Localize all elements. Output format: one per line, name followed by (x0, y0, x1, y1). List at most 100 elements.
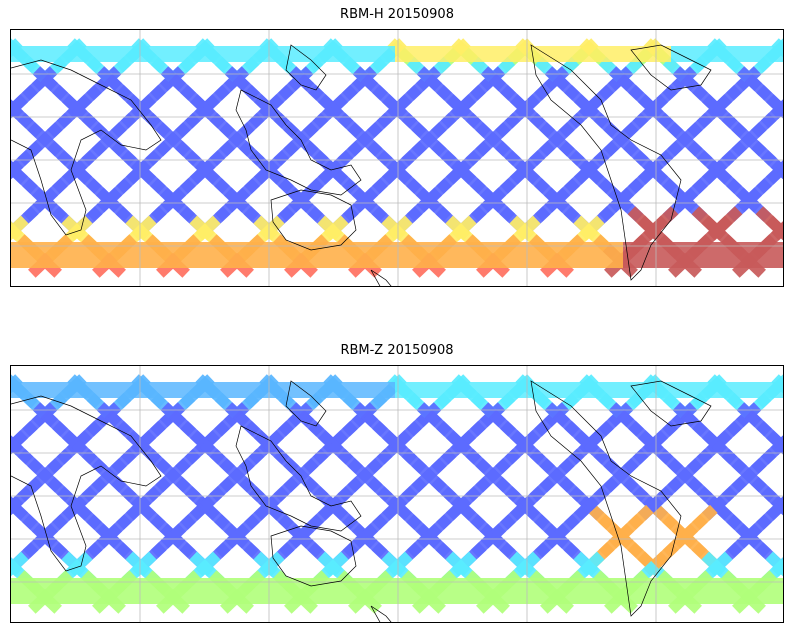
south-band-cell (635, 578, 647, 604)
north-band-cell (755, 46, 767, 62)
south-band-cell (95, 242, 107, 268)
north-band-cell (515, 46, 527, 62)
north-band-cell (251, 46, 263, 62)
north-band-cell (227, 46, 239, 62)
south-band-cell (203, 578, 215, 604)
south-band-cell (251, 242, 263, 268)
north-band-cell (275, 382, 287, 398)
north-band-cell (431, 46, 443, 62)
south-band-cell (515, 242, 527, 268)
north-band-cell (299, 46, 311, 62)
north-band-cell (779, 46, 783, 62)
coastline (370, 269, 392, 286)
south-band-cell (323, 578, 335, 604)
north-band-cell (119, 46, 131, 62)
north-band-cell (155, 382, 167, 398)
north-band-cell (311, 382, 323, 398)
north-band-cell (371, 46, 383, 62)
north-band-cell (467, 46, 479, 62)
map-canvas-rbm-h (11, 30, 783, 286)
south-band-cell (11, 578, 23, 604)
south-band-cell (191, 578, 203, 604)
south-band-cell (371, 242, 383, 268)
north-band-cell (227, 382, 239, 398)
south-band-cell (503, 578, 515, 604)
north-band-cell (143, 382, 155, 398)
north-band-cell (455, 382, 467, 398)
coastline (11, 395, 162, 572)
south-band-cell (695, 242, 707, 268)
south-band-cell (11, 242, 23, 268)
north-band-cell (251, 382, 263, 398)
south-band-cell (467, 578, 479, 604)
south-band-cell (599, 242, 611, 268)
coastline (530, 44, 682, 281)
north-band-cell (659, 46, 671, 62)
north-band-cell (671, 382, 683, 398)
north-band-cell (203, 46, 215, 62)
north-band-cell (311, 46, 323, 62)
north-band-cell (383, 382, 395, 398)
south-band-cell (215, 578, 227, 604)
south-band-cell (671, 578, 683, 604)
north-band-cell (383, 46, 395, 62)
south-band-cell (587, 242, 599, 268)
north-band-cell (563, 46, 575, 62)
north-band-cell (491, 382, 503, 398)
north-band-cell (611, 46, 623, 62)
south-band-cell (107, 578, 119, 604)
north-band-cell (623, 382, 635, 398)
north-band-cell (347, 46, 359, 62)
north-band-cell (419, 46, 431, 62)
south-band-cell (683, 578, 695, 604)
south-band-cell (755, 578, 767, 604)
coastline (235, 89, 362, 196)
south-band-cell (779, 578, 783, 604)
south-band-cell (743, 578, 755, 604)
north-band-cell (359, 382, 371, 398)
south-band-cell (455, 578, 467, 604)
north-band-cell (587, 46, 599, 62)
north-band-cell (419, 382, 431, 398)
coastline (630, 380, 712, 427)
south-band-cell (191, 242, 203, 268)
north-band-cell (395, 382, 407, 398)
north-band-cell (179, 382, 191, 398)
south-band-cell (479, 242, 491, 268)
south-band-cell (179, 578, 191, 604)
south-band-cell (179, 242, 191, 268)
north-band-cell (683, 382, 695, 398)
south-band-cell (371, 578, 383, 604)
south-band-cell (779, 242, 783, 268)
south-band-cell (611, 578, 623, 604)
south-band-cell (203, 242, 215, 268)
north-band-cell (347, 382, 359, 398)
north-band-cell (659, 382, 671, 398)
south-band-cell (455, 242, 467, 268)
south-band-cell (767, 242, 779, 268)
south-band-cell (731, 242, 743, 268)
south-band-cell (563, 578, 575, 604)
south-band-cell (275, 242, 287, 268)
north-band-cell (479, 382, 491, 398)
panel-title-top: RBM-H 20150908 (340, 7, 454, 22)
south-band-cell (443, 578, 455, 604)
south-band-cell (671, 242, 683, 268)
coastline (530, 380, 682, 617)
north-band-cell (623, 46, 635, 62)
south-band-cell (443, 242, 455, 268)
swath-track-segment (11, 495, 24, 516)
north-band-cell (179, 46, 191, 62)
north-band-cell (575, 382, 587, 398)
north-band-cell (191, 46, 203, 62)
north-band-cell (431, 382, 443, 398)
north-band-cell (767, 46, 779, 62)
south-band-cell (599, 578, 611, 604)
north-band-cell (47, 46, 59, 62)
coastline (11, 59, 162, 236)
coastline (370, 605, 392, 622)
south-band-cell (155, 578, 167, 604)
north-band-cell (743, 46, 755, 62)
south-band-cell (143, 578, 155, 604)
south-band-cell (383, 242, 395, 268)
